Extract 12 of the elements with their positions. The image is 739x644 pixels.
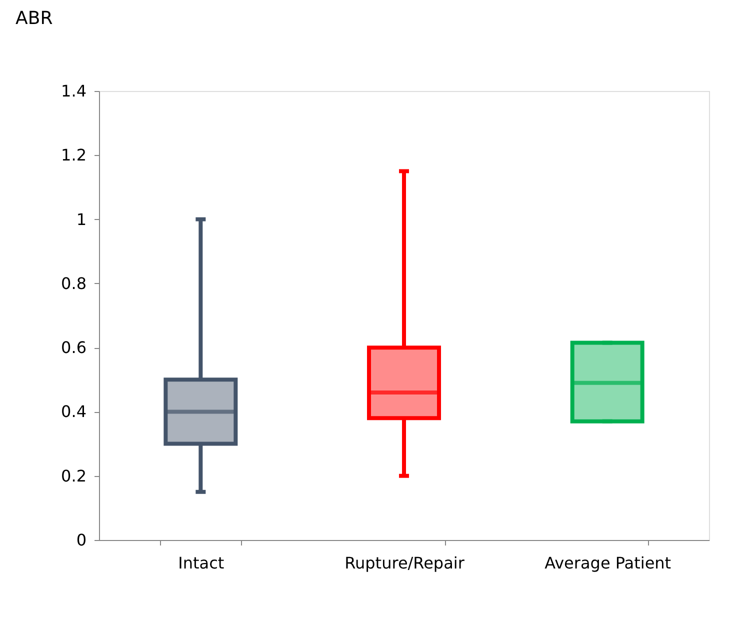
y-tick-label: 0.8 bbox=[61, 274, 86, 293]
chart-title: ABR bbox=[16, 8, 53, 29]
x-tick-label: Average Patient bbox=[544, 554, 672, 572]
x-tick-label: Rupture/Repair bbox=[344, 554, 465, 572]
y-tick-label: 0.2 bbox=[61, 466, 86, 486]
y-tick-label: 1.2 bbox=[61, 146, 86, 165]
x-tick-label: Intact bbox=[178, 554, 224, 572]
y-tick-label: 1 bbox=[76, 210, 86, 229]
y-tick-label: 0 bbox=[76, 530, 86, 550]
y-tick-label: 1.4 bbox=[61, 82, 86, 100]
y-tick-label: 0.4 bbox=[61, 402, 86, 422]
y-tick-label: 0.6 bbox=[61, 338, 86, 358]
